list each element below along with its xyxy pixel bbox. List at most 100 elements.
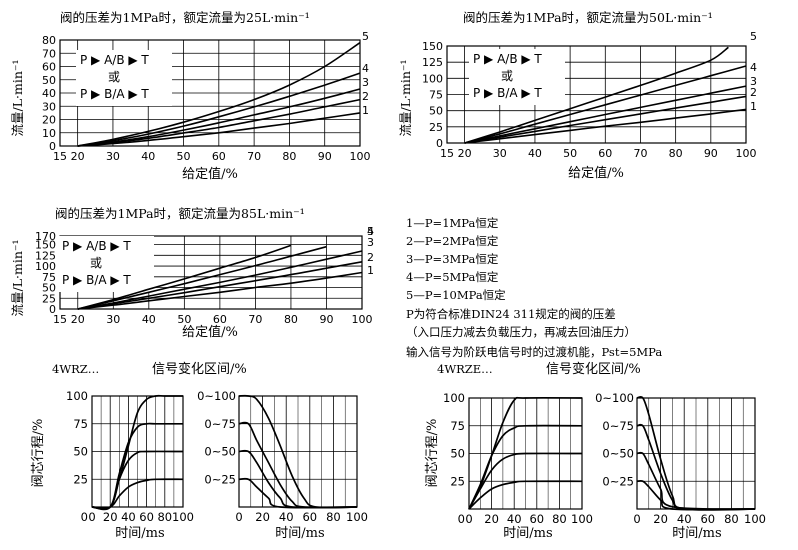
notes-block: 1—P=1MPa恒定 2—P=2MPa恒定 3—P=3MPa恒定 4—P=5MP… [406,216,662,359]
y-tick-label: 50 [429,105,443,118]
x-tick-label: 20 [103,510,118,524]
series-label-1: 1 [750,100,757,113]
plot-frame [446,45,747,144]
x-tick-label: 0 [88,510,95,524]
y-tick-label: 10 [42,127,56,140]
note-line-7: （入口压力减去负载压力，再减去回油压力） [406,325,636,339]
y-tick-label: 25 [73,472,88,486]
x-tick-label: 40 [141,150,155,163]
x-tick-label: 40 [279,510,294,524]
x-tick-label: 40 [528,147,542,160]
y-tick-label: 40 [42,87,56,100]
x-tick-label: 30 [493,147,507,160]
series-line-3 [464,85,747,144]
x-tick-label: 70 [248,313,262,326]
y-tick-label: 75 [450,419,465,433]
group-title: 4WRZE… [437,362,493,376]
y-tick-label: 75 [42,271,56,284]
series-label-4: 4 [367,225,374,238]
x-tick-label: 90 [318,150,332,163]
series-line-3 [77,250,363,310]
y-tick-label: 125 [35,249,56,262]
y-tick-label: 30 [42,100,56,113]
legend-box [76,50,172,106]
note-line-2: 2—P=2MPa恒定 [406,234,499,248]
y-tick-label: 170 [35,230,56,243]
x-tick-label: 100 [744,512,766,526]
x-tick-label: 60 [213,313,227,326]
x-axis-label: 时间/ms [115,526,164,541]
x-tick-label: 50 [177,313,191,326]
x-tick-label: 60 [212,150,226,163]
x-tick-label: 0 [235,510,242,524]
series-line-5 [77,244,292,310]
series-line-5 [464,46,729,144]
x-axis-label: 时间/ms [275,526,324,541]
y-tick-label: 50 [450,447,465,461]
series-label-1: 1 [362,104,369,117]
legend-text: P ▶ B/A ▶ T [62,273,131,287]
plot-frame [59,39,361,147]
y-axis-label: 阀芯行程/% [425,419,440,488]
series-label-3: 3 [367,236,374,249]
y-tick-label: 0~100 [197,389,236,403]
y-tick-label: 0 [81,510,88,524]
series-line-0~50 [468,452,583,510]
x-tick-label: 20 [484,512,499,526]
x-tick-label: 15 [440,147,454,160]
y-tick-label: 25 [42,292,56,305]
x-tick-label: 100 [736,147,757,160]
x-tick-label: 40 [142,313,156,326]
series-label-4: 4 [750,61,757,74]
series-line-5 [77,42,361,147]
x-tick-label: 20 [71,313,85,326]
x-tick-label: 40 [121,510,136,524]
series-label-4: 4 [362,62,369,75]
legend-text: 或 [108,70,120,84]
x-tick-label: 20 [71,150,85,163]
y-tick-label: 60 [42,61,56,74]
x-tick-label: 40 [507,512,522,526]
y-tick-label: 25 [429,121,443,134]
x-tick-label: 50 [177,150,191,163]
chart-subtitle: 信号变化区间/% [546,361,641,377]
wrz-step-down-chart: 0 20 40 60 80 100 0~25 0~50 0~75 0~100 时间/ms [197,389,368,541]
legend-text: P ▶ A/B ▶ T [62,239,131,253]
series-line-4 [77,72,361,147]
x-tick-label: 30 [106,313,120,326]
note-line-6: P为符合标准DIN24 311规定的阀的压差 [406,307,616,321]
y-axis-label: 流量/L·min⁻¹ [10,240,25,317]
y-axis-label: 流量/L·min⁻¹ [398,60,413,137]
x-tick-label: 30 [106,150,120,163]
note-line-1: 1—P=1MPa恒定 [406,216,499,230]
x-axis-label: 时间/ms [503,526,552,541]
x-tick-label: 60 [529,512,544,526]
series-line-2 [464,95,747,144]
x-tick-label: 80 [282,150,296,163]
series-label-2: 2 [362,90,369,103]
x-axis-label: 给定值/% [182,324,238,340]
x-tick-label: 20 [653,512,668,526]
y-tick-label: 0 [458,512,465,526]
y-tick-label: 70 [42,47,56,60]
series-label-5: 5 [362,30,369,43]
y-axis-label: 阀芯行程/% [31,419,46,488]
legend-text: 或 [501,69,513,83]
series-line-100~0 [238,394,358,509]
flow-chart-50: 阀的压差为1MPa时，额定流量为50L·min⁻¹025507510012515… [398,10,757,181]
y-tick-label: 50 [42,282,56,295]
y-tick-label: 0~75 [204,417,236,431]
x-tick-label: 80 [284,313,298,326]
legend-text: P ▶ A/B ▶ T [80,53,149,67]
x-tick-label: 100 [571,512,593,526]
y-tick-label: 125 [422,56,443,69]
x-axis-label: 给定值/% [568,165,624,181]
chart-title: 阀的压差为1MPa时，额定流量为25L·min⁻¹ [60,10,310,25]
x-tick-label: 0 [465,512,472,526]
series-line-25~0 [238,477,358,509]
x-tick-label: 80 [724,512,739,526]
x-tick-label: 20 [458,147,472,160]
series-label-3: 3 [750,75,757,88]
x-tick-label: 70 [247,150,261,163]
